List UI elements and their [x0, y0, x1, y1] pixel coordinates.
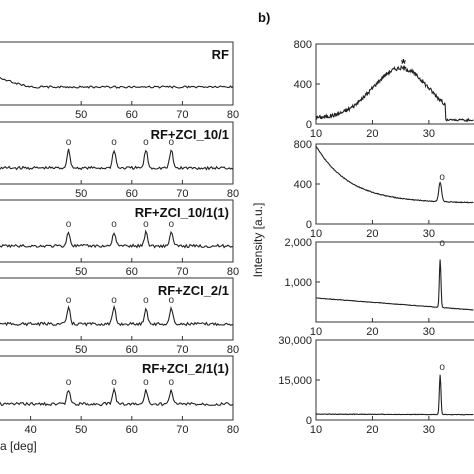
- x-tick-label: 30: [423, 128, 435, 140]
- x-tick-label: 20: [366, 326, 378, 338]
- sample-label: RF+ZCI_2/1(1): [142, 361, 229, 376]
- y-tick-label: 0: [306, 415, 312, 427]
- peak-marker: o: [66, 377, 72, 388]
- peak-marker: o: [143, 137, 149, 148]
- left-panel-1-trace: [0, 77, 234, 89]
- x-tick-label: 20: [366, 424, 378, 436]
- peak-marker: o: [168, 137, 174, 148]
- right-panel-4-trace: [315, 374, 474, 416]
- x-tick-label: 70: [176, 188, 188, 200]
- x-tick-label: 70: [176, 424, 188, 436]
- y-tick-label: 2,000: [284, 237, 312, 249]
- x-tick-label: 70: [176, 344, 188, 356]
- x-tick-label: 80: [227, 266, 239, 278]
- peak-marker: o: [439, 238, 445, 249]
- x-tick-label: 30: [423, 326, 435, 338]
- right-panel-2-frame: [315, 143, 474, 225]
- y-tick-label: 0: [306, 219, 312, 231]
- x-tick-label: 30: [423, 424, 435, 436]
- x-tick-label: 10: [310, 228, 322, 240]
- y-tick-label: 1,000: [284, 277, 312, 289]
- x-tick-label: 50: [75, 266, 87, 278]
- x-tick-label: 70: [176, 109, 188, 121]
- x-tick-label: 50: [75, 109, 87, 121]
- x-tick-label: 60: [126, 344, 138, 356]
- peak-marker: o: [66, 219, 72, 230]
- x-axis-label: a [deg]: [0, 439, 37, 453]
- y-tick-label: 800: [294, 39, 312, 51]
- sample-label: RF: [212, 47, 229, 62]
- y-tick-label: 400: [294, 79, 312, 91]
- peak-marker: o: [439, 172, 445, 183]
- peak-marker: o: [111, 377, 117, 388]
- left-panel-5-trace: [0, 387, 234, 407]
- left-panel-4-trace: [0, 304, 234, 327]
- x-tick-label: 50: [75, 424, 87, 436]
- left-panel-1-frame: [0, 41, 234, 106]
- x-tick-label: 50: [75, 344, 87, 356]
- peak-marker: o: [66, 137, 72, 148]
- peak-marker: o: [66, 295, 72, 306]
- left-panel-3-frame: [0, 199, 234, 263]
- x-tick-label: 80: [227, 109, 239, 121]
- peak-marker: o: [168, 377, 174, 388]
- left-panel-2-frame: [0, 121, 234, 185]
- y-tick-label: 15,000: [278, 375, 312, 387]
- x-tick-label: 80: [227, 344, 239, 356]
- left-panel-5-frame: [0, 355, 234, 421]
- peak-marker: o: [143, 219, 149, 230]
- x-tick-label: 80: [227, 424, 239, 436]
- right-panel-1-frame: [315, 43, 474, 125]
- y-tick-label: 0: [306, 119, 312, 131]
- left-panel-4-frame: [0, 277, 234, 341]
- right-panel-1-trace: [315, 64, 474, 123]
- y-tick-label: 400: [294, 179, 312, 191]
- sample-label: RF+ZCI_2/1: [158, 283, 229, 298]
- x-tick-label: 60: [126, 266, 138, 278]
- y-axis-label: Intensity [a.u.]: [251, 203, 265, 278]
- peak-marker: o: [143, 377, 149, 388]
- right-panel-4-frame: [315, 339, 474, 421]
- left-panel-2-trace: [0, 148, 234, 171]
- y-tick-label: 30,000: [278, 335, 312, 347]
- panel-label-b: b): [258, 10, 270, 25]
- peak-marker: o: [168, 295, 174, 306]
- x-tick-label: 50: [75, 188, 87, 200]
- peak-marker: o: [168, 219, 174, 230]
- peak-marker: o: [143, 295, 149, 306]
- left-panel-3-trace: [0, 229, 234, 249]
- peak-marker: o: [111, 137, 117, 148]
- x-tick-label: 20: [366, 128, 378, 140]
- peak-marker: o: [111, 219, 117, 230]
- x-tick-label: 10: [310, 128, 322, 140]
- right-panel-3-frame: [315, 241, 474, 323]
- right-panel-3-trace: [315, 259, 474, 311]
- x-tick-label: 60: [126, 424, 138, 436]
- x-tick-label: 40: [24, 424, 36, 436]
- x-tick-label: 10: [310, 424, 322, 436]
- peak-marker: o: [111, 295, 117, 306]
- sample-label: RF+ZCI_10/1: [151, 127, 229, 142]
- x-tick-label: 60: [126, 109, 138, 121]
- x-tick-label: 60: [126, 188, 138, 200]
- x-tick-label: 80: [227, 188, 239, 200]
- peak-marker: o: [439, 362, 445, 373]
- x-tick-label: 20: [366, 228, 378, 240]
- x-tick-label: 10: [310, 326, 322, 338]
- y-tick-label: 800: [294, 139, 312, 151]
- amorphous-peak-marker: *: [401, 56, 407, 71]
- sample-label: RF+ZCI_10/1(1): [135, 205, 229, 220]
- right-panel-2-trace: [315, 145, 474, 204]
- x-tick-label: 30: [423, 228, 435, 240]
- x-tick-label: 70: [176, 266, 188, 278]
